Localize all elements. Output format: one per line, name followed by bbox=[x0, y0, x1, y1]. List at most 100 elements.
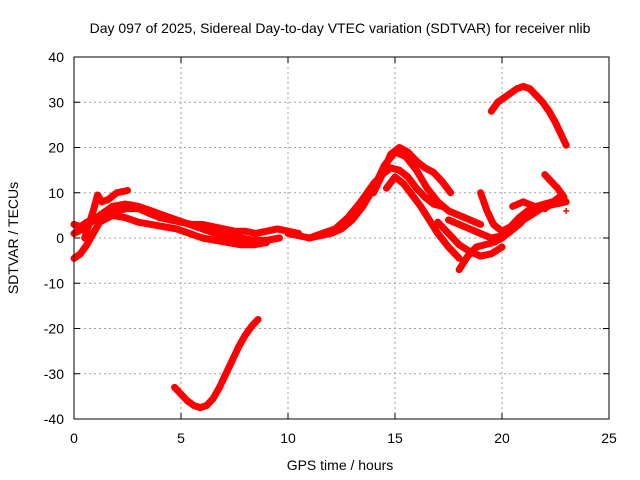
data-point bbox=[481, 241, 488, 248]
data-point bbox=[184, 397, 191, 404]
data-point bbox=[539, 99, 546, 106]
data-point bbox=[520, 198, 527, 205]
data-point bbox=[400, 180, 407, 187]
y-tick-label: 10 bbox=[48, 185, 64, 201]
data-point bbox=[90, 207, 97, 214]
data-point bbox=[445, 230, 452, 237]
x-tick-label: 20 bbox=[494, 430, 510, 446]
data-point bbox=[473, 244, 480, 251]
data-point bbox=[122, 201, 129, 208]
data-point bbox=[404, 173, 411, 180]
data-point bbox=[105, 196, 112, 203]
data-point bbox=[332, 225, 339, 232]
data-point bbox=[122, 214, 129, 221]
data-point bbox=[494, 99, 501, 106]
y-tick-label: 0 bbox=[56, 230, 64, 246]
y-tick-label: 30 bbox=[48, 94, 64, 110]
data-point bbox=[477, 189, 484, 196]
data-point bbox=[387, 151, 394, 158]
data-point bbox=[499, 235, 505, 241]
data-point bbox=[242, 228, 249, 235]
data-point bbox=[276, 235, 283, 241]
data-point bbox=[160, 223, 167, 230]
series-track-p bbox=[171, 315, 262, 412]
data-point bbox=[409, 192, 416, 199]
data-point bbox=[306, 235, 313, 241]
y-tick-label: 40 bbox=[48, 49, 64, 65]
data-marks bbox=[70, 82, 570, 412]
data-point bbox=[445, 244, 452, 251]
data-point bbox=[124, 187, 131, 194]
series-track-d bbox=[81, 186, 131, 242]
data-point bbox=[319, 230, 326, 237]
data-point bbox=[439, 178, 446, 185]
data-point bbox=[148, 221, 155, 228]
y-tick-label: -40 bbox=[44, 411, 64, 427]
data-point bbox=[520, 83, 527, 90]
data-point bbox=[456, 212, 463, 219]
data-point bbox=[548, 178, 555, 185]
series-track-m bbox=[509, 191, 566, 213]
data-point bbox=[488, 250, 495, 257]
y-tick-label: -30 bbox=[44, 366, 64, 382]
data-point bbox=[77, 250, 84, 257]
data-point bbox=[507, 90, 514, 97]
data-point bbox=[135, 219, 142, 226]
data-point bbox=[477, 230, 484, 237]
data-point bbox=[225, 239, 232, 246]
data-point bbox=[513, 85, 520, 92]
data-point bbox=[216, 384, 223, 391]
data-point bbox=[90, 230, 97, 237]
data-point bbox=[252, 230, 259, 237]
data-point bbox=[558, 133, 565, 140]
x-axis: 0 5 10 15 20 25 bbox=[70, 57, 617, 446]
data-point bbox=[466, 225, 473, 232]
data-point bbox=[135, 203, 142, 210]
data-point bbox=[98, 198, 105, 205]
data-point bbox=[237, 241, 244, 248]
data-point bbox=[434, 219, 441, 226]
series-track-h bbox=[382, 173, 463, 262]
data-point bbox=[509, 203, 516, 210]
data-point bbox=[396, 144, 403, 151]
data-point bbox=[173, 216, 180, 223]
data-point bbox=[113, 189, 120, 196]
data-point bbox=[96, 212, 103, 219]
data-point bbox=[96, 219, 103, 226]
series-trace bbox=[487, 82, 570, 149]
data-point bbox=[81, 235, 88, 241]
x-tick-label: 5 bbox=[177, 430, 185, 446]
data-point bbox=[210, 223, 217, 230]
data-point bbox=[456, 255, 463, 262]
data-point bbox=[516, 214, 523, 221]
data-point bbox=[392, 173, 398, 180]
series-trace bbox=[541, 171, 568, 201]
grid-lines bbox=[74, 57, 609, 419]
data-point bbox=[413, 185, 420, 192]
data-point bbox=[550, 198, 557, 205]
y-tick-label: 20 bbox=[48, 140, 64, 156]
data-point bbox=[430, 201, 437, 208]
data-point bbox=[148, 207, 155, 214]
y-tick-label: -20 bbox=[44, 321, 64, 337]
data-point bbox=[396, 167, 403, 174]
data-point bbox=[231, 228, 238, 235]
series-trace bbox=[171, 315, 262, 412]
data-point bbox=[546, 108, 553, 115]
data-point bbox=[424, 185, 431, 192]
data-point bbox=[456, 266, 463, 273]
y-axis-title: SDTVAR / TECUs bbox=[5, 182, 21, 294]
data-point bbox=[490, 221, 497, 228]
data-point bbox=[242, 332, 249, 339]
data-point bbox=[212, 237, 219, 244]
data-point bbox=[357, 198, 364, 205]
series-track-n bbox=[541, 171, 568, 201]
data-point bbox=[533, 92, 540, 99]
data-point bbox=[499, 244, 505, 251]
data-point bbox=[445, 216, 452, 223]
data-point bbox=[212, 230, 219, 237]
data-point bbox=[379, 171, 386, 178]
series-track-q bbox=[563, 207, 570, 214]
data-point bbox=[421, 194, 428, 201]
data-point bbox=[563, 207, 570, 214]
